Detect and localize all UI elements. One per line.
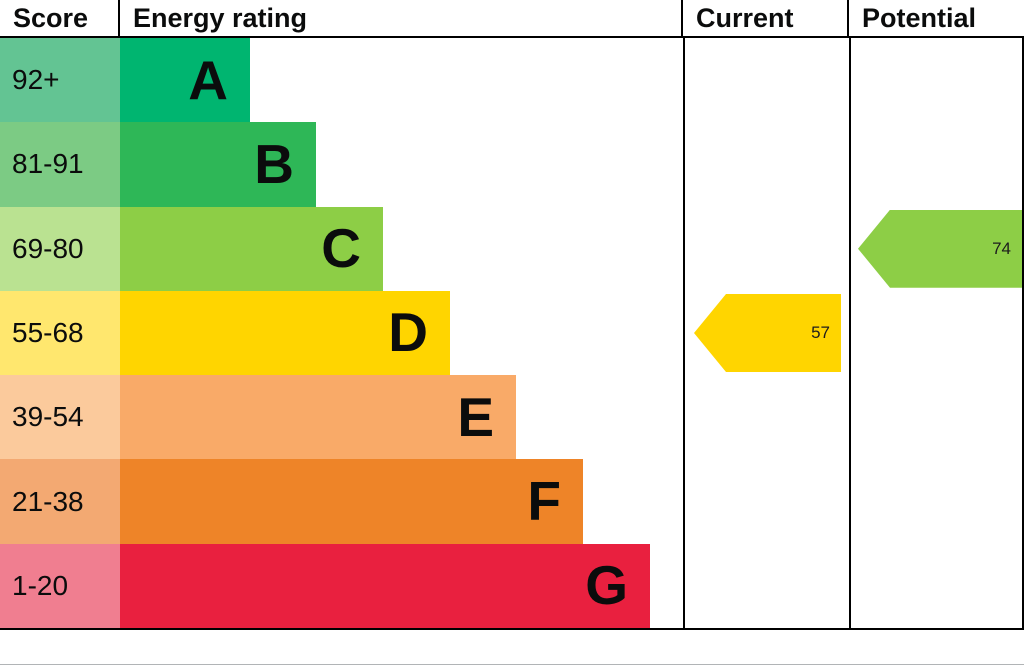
band-row-d: 55-68 D [0,290,1024,376]
band-score-range: 39-54 [0,375,120,460]
band-letter: G [585,554,628,617]
band-row-a: 92+ A [0,38,1024,123]
page-divider-line [0,664,1024,665]
band-letter: E [457,385,494,448]
bands-area: 92+ A 81-91 B 69-80 C 55-68 D 39-54 [0,38,1024,630]
band-bar: D [120,290,450,376]
potential-value: 74 [992,238,1011,258]
header-current: Current [683,0,849,36]
band-score-range: 55-68 [0,290,120,376]
header-energy-rating: Energy rating [120,0,683,36]
current-column-line [683,38,685,628]
band-row-f: 21-38 F [0,459,1024,544]
band-score-range: 92+ [0,38,120,123]
band-letter: A [188,48,228,111]
potential-arrow: 74 [858,209,1022,288]
header-row: Score Energy rating Current Potential [0,0,1024,38]
band-row-c: 69-80 C [0,206,1024,291]
right-border-line [1022,38,1024,628]
band-letter: B [254,132,294,195]
band-bar: B [120,122,316,207]
band-bar: F [120,459,583,544]
band-letter: F [527,470,561,533]
band-row-b: 81-91 B [0,122,1024,207]
band-letter: C [321,217,361,280]
header-score: Score [0,0,120,36]
band-bar: E [120,375,516,460]
band-row-e: 39-54 E [0,375,1024,460]
potential-column-line [849,38,851,628]
band-bar: A [120,38,250,123]
band-score-range: 1-20 [0,543,120,628]
header-potential: Potential [862,2,977,33]
band-row-g: 1-20 G [0,543,1024,628]
band-score-range: 81-91 [0,122,120,207]
band-bar: C [120,206,383,291]
current-arrow: 57 [694,294,841,372]
band-score-range: 21-38 [0,459,120,544]
band-letter: D [388,301,428,364]
band-score-range: 69-80 [0,206,120,291]
current-value: 57 [811,323,830,342]
band-bar: G [120,543,650,628]
